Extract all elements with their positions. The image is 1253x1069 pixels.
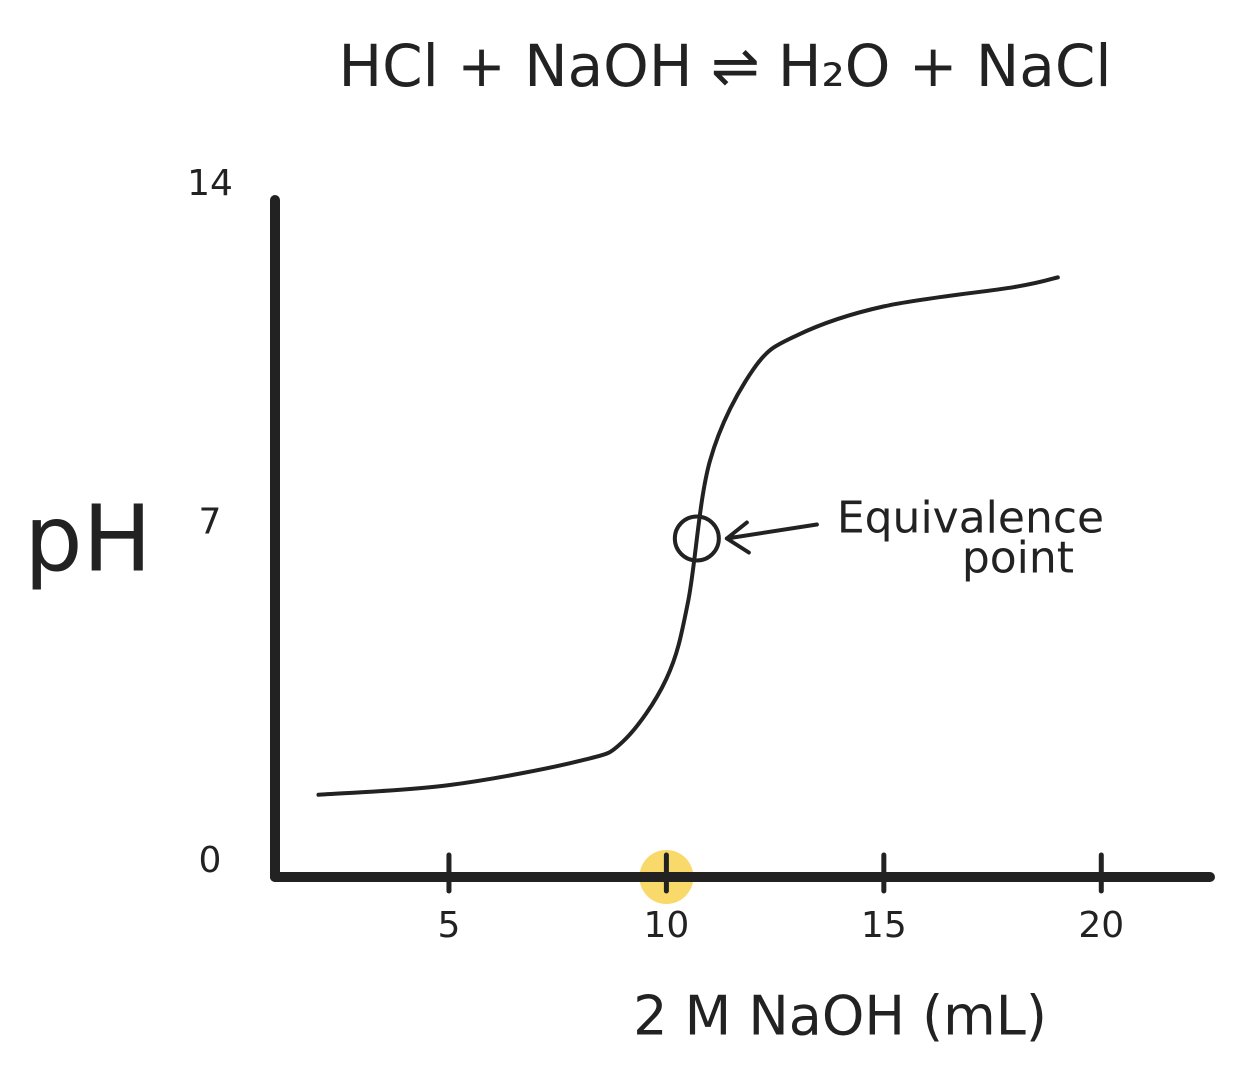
y-tick-label: 7 [199, 502, 222, 543]
annotation-text: point [962, 533, 1074, 584]
x-tick-label: 5 [438, 905, 461, 946]
chart-title: HCl + NaOH ⇌ H₂O + NaCl [339, 32, 1112, 100]
titration-curve [316, 275, 1060, 797]
y-tick-label: 0 [199, 840, 222, 881]
y-tick-label: 14 [187, 163, 233, 204]
equivalence-marker [672, 514, 721, 563]
x-tick-label: 15 [861, 905, 907, 946]
x-tick-label: 10 [643, 905, 689, 946]
x-tick-label: 20 [1078, 905, 1124, 946]
x-axis-label: 2 M NaOH (mL) [633, 985, 1047, 1048]
annotation-text: Equivalence [837, 493, 1104, 544]
annotation-arrow [724, 520, 819, 555]
y-axis-label: pH [24, 485, 152, 592]
